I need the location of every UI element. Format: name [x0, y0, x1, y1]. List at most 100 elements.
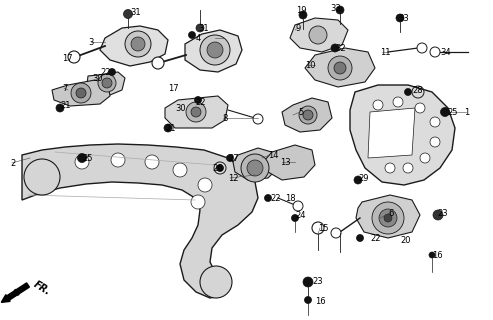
Text: 31: 31 [130, 7, 141, 17]
Circle shape [354, 176, 362, 184]
Circle shape [198, 178, 212, 192]
Text: 21: 21 [60, 100, 70, 109]
FancyArrow shape [1, 283, 30, 302]
Circle shape [76, 88, 86, 98]
Circle shape [68, 51, 80, 63]
Circle shape [373, 100, 383, 110]
Text: 17: 17 [168, 84, 178, 92]
Text: 22: 22 [100, 68, 110, 76]
Text: 3: 3 [88, 37, 93, 46]
Circle shape [356, 235, 363, 242]
Circle shape [429, 252, 435, 258]
Circle shape [145, 155, 159, 169]
Text: 1: 1 [464, 108, 469, 116]
Text: 25: 25 [82, 154, 93, 163]
Text: 12: 12 [228, 173, 239, 182]
Circle shape [102, 78, 112, 88]
Polygon shape [368, 108, 415, 158]
Circle shape [186, 102, 206, 122]
Circle shape [214, 162, 226, 174]
Polygon shape [22, 144, 258, 298]
Text: 22: 22 [370, 234, 381, 243]
Text: 4: 4 [196, 34, 201, 43]
Text: 30: 30 [175, 103, 186, 113]
Circle shape [334, 62, 346, 74]
Circle shape [328, 56, 352, 80]
Text: 23: 23 [437, 209, 448, 218]
Text: 6: 6 [388, 209, 393, 218]
Circle shape [207, 42, 223, 58]
Circle shape [125, 31, 151, 57]
Polygon shape [290, 18, 348, 52]
Circle shape [200, 35, 230, 65]
Text: 24: 24 [295, 211, 306, 220]
Text: 9: 9 [296, 23, 301, 33]
Text: 19: 19 [296, 5, 307, 14]
Text: 15: 15 [318, 223, 328, 233]
Circle shape [305, 297, 312, 303]
Polygon shape [185, 30, 242, 72]
Circle shape [299, 11, 307, 19]
Circle shape [331, 228, 341, 238]
Circle shape [299, 106, 317, 124]
Circle shape [253, 114, 263, 124]
Polygon shape [165, 96, 228, 128]
Circle shape [396, 14, 404, 22]
Polygon shape [282, 98, 332, 132]
Circle shape [393, 97, 403, 107]
Circle shape [265, 195, 272, 202]
Text: 27: 27 [228, 154, 239, 163]
Circle shape [420, 153, 430, 163]
Circle shape [173, 163, 187, 177]
Circle shape [196, 24, 204, 32]
Circle shape [417, 43, 427, 53]
Text: 13: 13 [280, 157, 291, 166]
Text: 5: 5 [298, 108, 303, 116]
Circle shape [293, 201, 303, 211]
Circle shape [200, 266, 232, 298]
Circle shape [372, 202, 404, 234]
Circle shape [331, 44, 339, 52]
Text: 29: 29 [358, 173, 368, 182]
Circle shape [191, 195, 205, 209]
Circle shape [188, 31, 196, 38]
Circle shape [247, 160, 263, 176]
Circle shape [195, 97, 202, 103]
Text: 32: 32 [335, 44, 346, 52]
Circle shape [98, 74, 116, 92]
Polygon shape [233, 148, 278, 180]
Text: 28: 28 [412, 85, 423, 94]
Polygon shape [356, 195, 420, 238]
Circle shape [379, 209, 397, 227]
Circle shape [226, 155, 234, 162]
Text: 20: 20 [400, 236, 411, 244]
Circle shape [404, 89, 412, 95]
Circle shape [152, 57, 164, 69]
Text: 8: 8 [222, 114, 227, 123]
Text: 10: 10 [305, 60, 316, 69]
Polygon shape [305, 48, 375, 87]
Circle shape [111, 153, 125, 167]
Circle shape [291, 214, 298, 221]
Polygon shape [100, 26, 168, 66]
Circle shape [75, 155, 89, 169]
Circle shape [384, 214, 392, 222]
Circle shape [403, 163, 413, 173]
Circle shape [24, 159, 60, 195]
Circle shape [131, 37, 145, 51]
Circle shape [41, 161, 55, 175]
Text: FR.: FR. [32, 279, 53, 297]
Circle shape [241, 154, 269, 182]
Circle shape [415, 103, 425, 113]
Circle shape [441, 108, 450, 116]
Polygon shape [87, 72, 125, 95]
Polygon shape [350, 85, 455, 185]
Circle shape [433, 210, 443, 220]
Polygon shape [265, 145, 315, 180]
Text: 26: 26 [212, 164, 223, 172]
Circle shape [108, 68, 115, 76]
Text: 22: 22 [195, 98, 206, 107]
Circle shape [124, 10, 133, 19]
Text: 33: 33 [330, 4, 341, 12]
Circle shape [191, 107, 201, 117]
